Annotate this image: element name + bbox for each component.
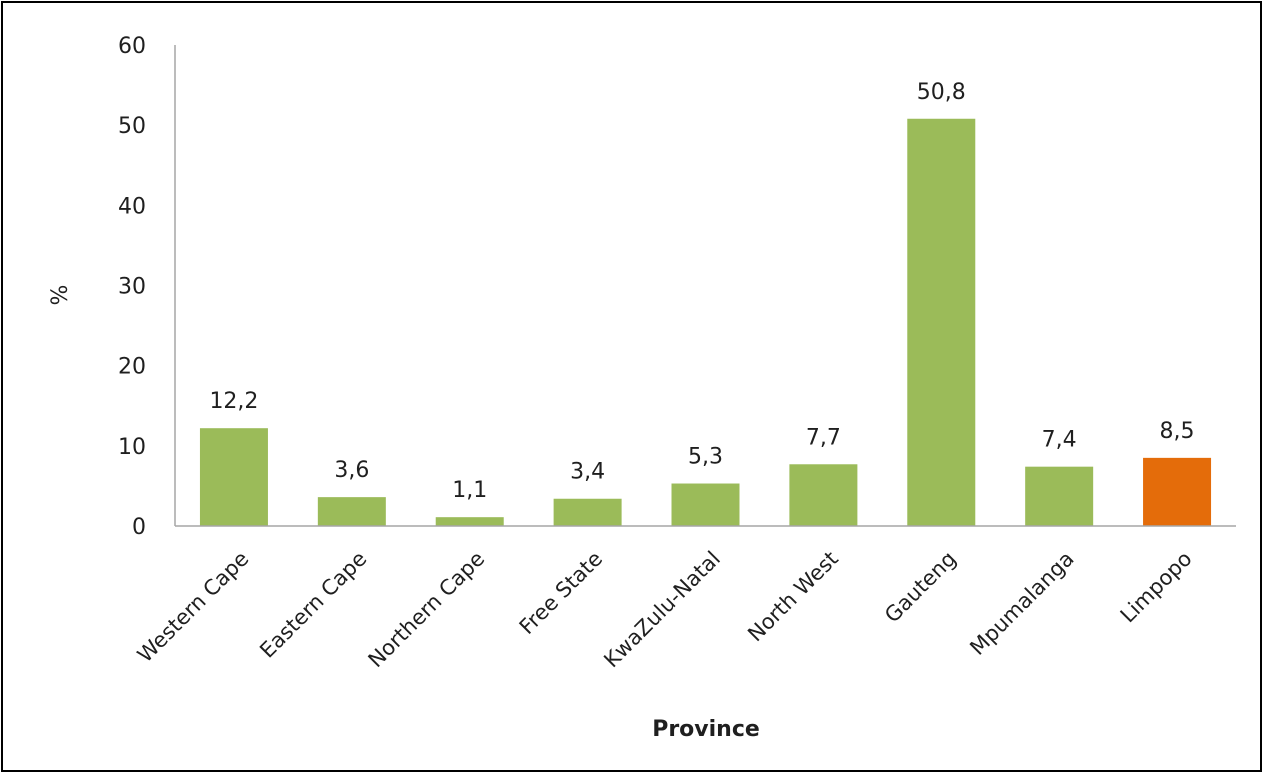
- bar-data-label: 8,5: [1160, 419, 1195, 444]
- y-tick-label: 40: [118, 194, 146, 219]
- x-axis-title: Province: [652, 717, 760, 742]
- y-tick-label: 30: [118, 275, 146, 300]
- bar: [671, 483, 740, 526]
- bar-series: [199, 118, 1212, 527]
- y-axis-title: %: [48, 285, 73, 306]
- bar: [789, 464, 858, 526]
- bar-data-label: 3,6: [334, 458, 369, 483]
- bar-data-label: 50,8: [917, 80, 966, 105]
- y-tick-label: 10: [118, 435, 146, 460]
- y-axis-ticks: 0 10 20 30 40 50 60: [118, 34, 146, 540]
- y-tick-label: 20: [118, 355, 146, 380]
- x-category-label: Mpumalanga: [965, 547, 1078, 660]
- y-tick-label: 50: [118, 114, 146, 139]
- bar: [199, 428, 268, 526]
- data-labels: 12,2 3,6 1,1 3,4 5,3 7,7 50,8 7,4 8,5: [209, 80, 1194, 503]
- bar: [1025, 466, 1094, 526]
- bar-data-label: 7,7: [806, 425, 841, 450]
- x-category-label: Free State: [515, 547, 608, 640]
- bar-data-label: 12,2: [209, 389, 258, 414]
- x-category-label: Northern Cape: [364, 547, 490, 673]
- x-category-label: KwaZulu-Natal: [599, 547, 725, 673]
- bar-chart: 0 10 20 30 40 50 60 12,2 3,6 1,1 3,4 5,3 7,7 50,8 7,4…: [48, 34, 1236, 742]
- bar-data-label: 7,4: [1042, 428, 1077, 453]
- bar: [907, 118, 976, 527]
- bar: [317, 497, 386, 526]
- x-category-label: Gauteng: [880, 547, 961, 628]
- y-tick-label: 60: [118, 34, 146, 59]
- bar-data-label: 3,4: [570, 460, 605, 485]
- x-category-label: Eastern Cape: [255, 547, 371, 663]
- x-category-label: Western Cape: [133, 547, 254, 668]
- x-category-label: North West: [743, 547, 843, 647]
- bar: [1143, 457, 1212, 526]
- x-category-label: Limpopo: [1116, 547, 1197, 628]
- bar-data-label: 1,1: [452, 478, 487, 503]
- y-tick-label: 0: [132, 515, 146, 540]
- bar: [435, 517, 504, 526]
- bar-data-label: 5,3: [688, 445, 723, 470]
- bar: [553, 498, 622, 526]
